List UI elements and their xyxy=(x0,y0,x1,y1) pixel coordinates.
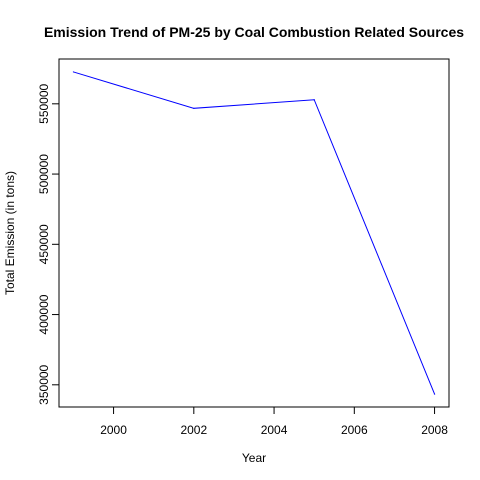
y-axis: 350000 400000 450000 500000 550000 xyxy=(37,83,60,405)
chart-title: Emission Trend of PM-25 by Coal Combusti… xyxy=(44,24,464,40)
x-tick-label: 2006 xyxy=(341,423,368,437)
data-point xyxy=(433,393,436,395)
y-tick-label: 450000 xyxy=(37,224,51,264)
y-tick-label: 550000 xyxy=(37,83,51,123)
x-tick-label: 2000 xyxy=(100,423,127,437)
y-tick-label: 400000 xyxy=(37,294,51,334)
data-point xyxy=(313,99,315,101)
data-point xyxy=(72,71,75,73)
x-axis-title: Year xyxy=(242,451,266,465)
plot-box xyxy=(58,58,450,408)
x-tick-label: 2004 xyxy=(261,423,288,437)
x-tick-label: 2002 xyxy=(180,423,207,437)
x-axis: 2000 2002 2004 2006 2008 xyxy=(100,406,448,437)
y-tick-label: 350000 xyxy=(37,364,51,404)
series-line xyxy=(73,71,436,395)
series-layer xyxy=(72,71,436,395)
x-tick-label: 2008 xyxy=(421,423,448,437)
y-tick-label: 500000 xyxy=(37,154,51,194)
data-point xyxy=(193,107,195,109)
y-axis-title: Total Emission (in tons) xyxy=(3,171,17,295)
